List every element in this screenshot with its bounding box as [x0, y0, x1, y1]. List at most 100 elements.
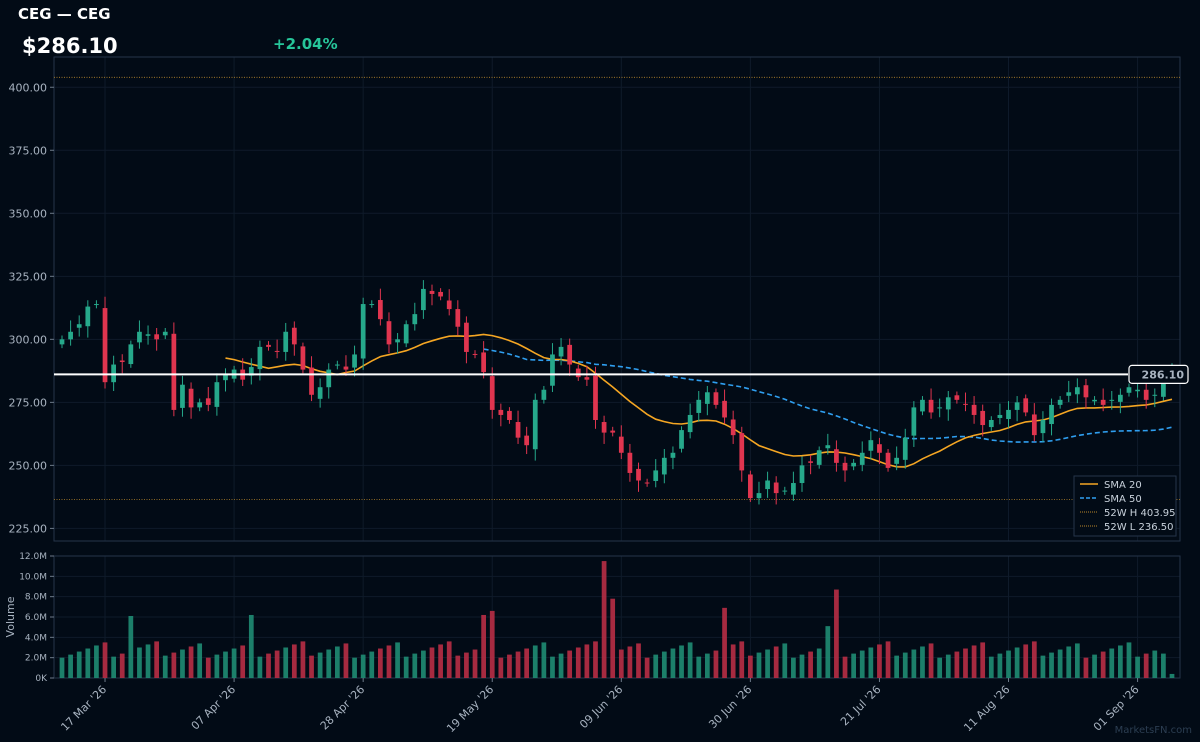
volume-bar: [653, 654, 659, 678]
candle-body: [618, 436, 624, 453]
candle-body: [266, 344, 271, 347]
volume-bar: [498, 657, 504, 678]
volume-bar: [162, 655, 168, 678]
candle-body: [1143, 389, 1149, 400]
legend-sma50-label: SMA 50: [1104, 494, 1142, 505]
volume-bar: [851, 653, 856, 678]
candle-body: [868, 440, 874, 451]
date-tick-label: 28 Apr '26: [318, 683, 368, 733]
candle-body: [464, 322, 469, 352]
candle-body: [1092, 399, 1097, 402]
volume-bar: [868, 647, 874, 678]
volume-bar: [274, 650, 280, 678]
candle-body: [1109, 399, 1115, 401]
volume-bar: [618, 649, 624, 678]
volume-bar: [1074, 643, 1080, 678]
price-axis: 225.00 250.00 275.00 300.00 325.00 350.00 375.…: [9, 81, 54, 535]
volume-bar: [223, 651, 228, 678]
volume-bar: [386, 645, 392, 678]
candle-body: [963, 403, 968, 405]
volume-bar: [1023, 644, 1029, 678]
candle-body: [1118, 394, 1123, 402]
candle-body: [928, 399, 934, 413]
candle-body: [834, 449, 839, 463]
volume-bar: [713, 650, 719, 678]
volume-bar: [1126, 642, 1132, 678]
candle-body: [498, 409, 504, 415]
candle-body: [567, 344, 573, 365]
volume-bar: [188, 646, 194, 678]
candle-body: [334, 364, 340, 366]
candle-body: [111, 364, 116, 383]
volume-tick-label: 12.0M: [19, 552, 47, 562]
volume-bar: [257, 656, 263, 678]
current-price: $286.10: [22, 34, 118, 58]
candle-body: [481, 352, 486, 373]
candle-body: [1074, 387, 1080, 395]
volume-bar: [1092, 654, 1097, 678]
candle-body: [128, 344, 134, 365]
volume-tick-label: 2.0M: [25, 654, 47, 664]
candle-body: [257, 346, 263, 370]
price-grid: [54, 57, 1180, 541]
candle-body: [877, 444, 882, 453]
volume-bar: [954, 651, 960, 678]
volume-tick-label: 6.0M: [25, 613, 47, 623]
volume-bar: [558, 653, 564, 678]
volume-bar: [266, 653, 271, 678]
candles: [59, 280, 1175, 505]
candle-body: [446, 300, 452, 310]
candle-body: [885, 452, 891, 468]
volume-bar: [670, 648, 676, 678]
candle-body: [248, 367, 254, 376]
volume-bar: [1040, 655, 1046, 678]
candle-body: [1006, 409, 1011, 419]
volume-bar: [687, 642, 693, 678]
price-panel-frame: [53, 56, 1181, 542]
price-tick-label: 250.00: [9, 459, 48, 472]
volume-bar: [1006, 650, 1011, 678]
candle-body: [859, 452, 865, 465]
candle-body: [722, 400, 727, 418]
volume-bar: [541, 642, 547, 678]
candle-body: [575, 368, 581, 378]
candle-body: [816, 450, 822, 465]
volume-bar: [532, 645, 538, 678]
volume-bar: [352, 657, 357, 678]
chart-title: CEG — CEG: [18, 5, 111, 23]
candle-body: [145, 334, 151, 336]
price-tick-label: 225.00: [9, 522, 48, 535]
last-price-marker: 286.10: [54, 364, 1189, 384]
volume-bar: [309, 655, 314, 678]
volume-bar: [644, 657, 650, 678]
volume-bar: [842, 656, 848, 678]
volume-bar: [76, 651, 82, 678]
volume-tick-label: 0K: [35, 674, 48, 684]
volume-bar: [739, 641, 745, 678]
volume-bar: [997, 653, 1003, 678]
volume-bar: [1161, 653, 1166, 678]
volume-bar: [1031, 641, 1037, 678]
volume-bar: [748, 655, 753, 678]
volume-bar: [696, 656, 702, 678]
candle-body: [696, 399, 702, 413]
volume-bar: [429, 647, 435, 678]
volume-bar: [610, 598, 616, 678]
volume-bar: [334, 646, 340, 678]
volume-bar: [472, 649, 478, 678]
volume-bar: [920, 646, 925, 678]
candle-body: [283, 331, 289, 352]
candle-body: [180, 384, 185, 408]
candle-body: [1040, 420, 1046, 434]
volume-bar: [59, 657, 65, 678]
price-change: +2.04%: [273, 35, 338, 53]
candle-body: [94, 304, 99, 306]
volume-tick-label: 4.0M: [25, 633, 47, 643]
volume-bar: [1169, 673, 1175, 678]
volume-bar: [834, 589, 839, 678]
candle-body: [593, 375, 598, 420]
volume-bar: [171, 652, 177, 678]
volume-bar: [94, 645, 99, 678]
date-tick-label: 17 Mar '26: [58, 683, 109, 734]
candle-body: [558, 346, 564, 357]
